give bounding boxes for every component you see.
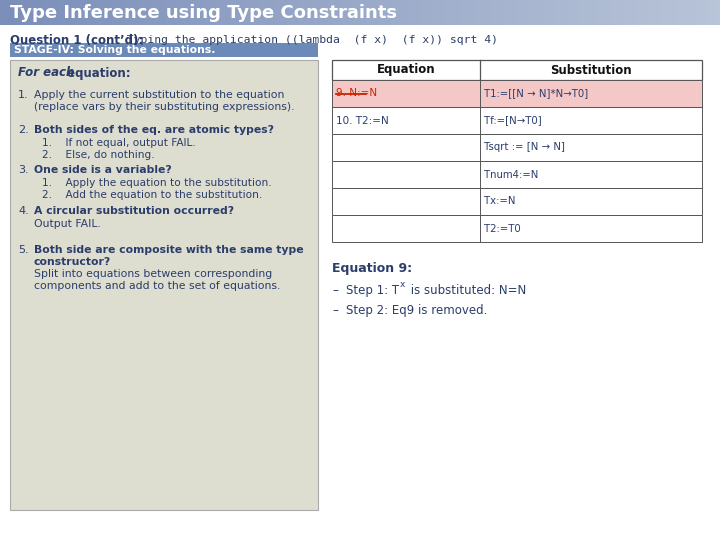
Text: 2.    Add the equation to the substitution.: 2. Add the equation to the substitution. xyxy=(42,190,262,200)
Text: 10. T2:=N: 10. T2:=N xyxy=(336,116,389,125)
Bar xyxy=(332,134,702,161)
Text: Substitution: Substitution xyxy=(550,64,632,77)
Bar xyxy=(10,60,318,510)
Text: equation:: equation: xyxy=(63,66,130,79)
Bar xyxy=(332,60,702,80)
Text: 2.: 2. xyxy=(18,125,29,135)
Text: Step 1: T: Step 1: T xyxy=(346,284,399,297)
Bar xyxy=(332,188,702,215)
Text: 9. N:=N: 9. N:=N xyxy=(336,89,377,98)
Text: One side is a variable?: One side is a variable? xyxy=(34,165,172,175)
Text: Equation 9:: Equation 9: xyxy=(332,262,412,275)
Text: x: x xyxy=(400,280,405,289)
Text: A circular substitution occurred?: A circular substitution occurred? xyxy=(34,206,234,216)
Text: –: – xyxy=(332,304,338,317)
Text: Both side are composite with the same type: Both side are composite with the same ty… xyxy=(34,245,304,255)
Text: Split into equations between corresponding: Split into equations between correspondi… xyxy=(34,269,272,279)
Text: Tnum4:=N: Tnum4:=N xyxy=(484,170,539,179)
Text: –: – xyxy=(332,284,338,297)
Text: Tf:=[N→T0]: Tf:=[N→T0] xyxy=(484,116,541,125)
Text: 2.    Else, do nothing.: 2. Else, do nothing. xyxy=(42,150,155,160)
Text: 1.    If not equal, output FAIL.: 1. If not equal, output FAIL. xyxy=(42,138,196,148)
Text: Tx:=N: Tx:=N xyxy=(484,197,516,206)
Text: Question 1 (cont’d):: Question 1 (cont’d): xyxy=(10,33,143,46)
Text: 1.: 1. xyxy=(18,90,29,100)
Bar xyxy=(10,43,318,57)
Text: Type Inference using Type Constraints: Type Inference using Type Constraints xyxy=(10,4,397,22)
Text: 3.: 3. xyxy=(18,165,29,175)
Text: constructor?: constructor? xyxy=(34,257,112,267)
Bar xyxy=(332,215,702,242)
Text: STAGE-IV: Solving the equations.: STAGE-IV: Solving the equations. xyxy=(14,45,215,55)
Text: Step 2: Eq9 is removed.: Step 2: Eq9 is removed. xyxy=(346,304,487,317)
Text: Equation: Equation xyxy=(377,64,436,77)
Bar xyxy=(332,80,702,107)
Text: (replace vars by their substituting expressions).: (replace vars by their substituting expr… xyxy=(34,102,294,112)
Text: is substituted: N=N: is substituted: N=N xyxy=(407,284,526,297)
Bar xyxy=(332,161,702,188)
Text: Tsqrt := [N → N]: Tsqrt := [N → N] xyxy=(484,143,565,152)
Text: Apply the current substitution to the equation: Apply the current substitution to the eq… xyxy=(34,90,284,100)
Text: T1:=[[N → N]*N→T0]: T1:=[[N → N]*N→T0] xyxy=(484,89,588,98)
Text: 5.: 5. xyxy=(18,245,29,255)
Text: components and add to the set of equations.: components and add to the set of equatio… xyxy=(34,281,280,291)
Text: Typing the application ((lambda  (f x)  (f x)) sqrt 4): Typing the application ((lambda (f x) (f… xyxy=(113,35,498,45)
Text: 1.    Apply the equation to the substitution.: 1. Apply the equation to the substitutio… xyxy=(42,178,271,188)
Bar xyxy=(332,107,702,134)
Text: T2:=T0: T2:=T0 xyxy=(484,224,521,233)
Text: Both sides of the eq. are atomic types?: Both sides of the eq. are atomic types? xyxy=(34,125,274,135)
Text: 4.: 4. xyxy=(18,206,29,216)
Text: For each: For each xyxy=(18,66,74,79)
Text: Output FAIL.: Output FAIL. xyxy=(34,219,101,229)
